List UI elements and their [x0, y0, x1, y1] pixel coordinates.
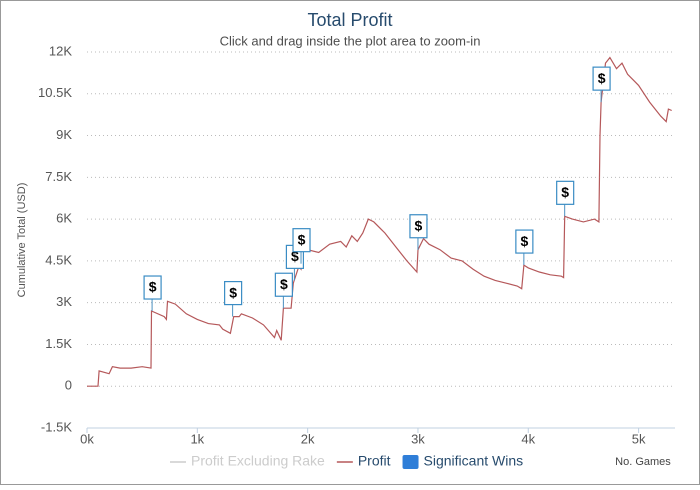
legend-label[interactable]: Profit Excluding Rake	[191, 453, 325, 469]
x-tick-label: 3k	[411, 431, 425, 446]
y-tick-label: 4.5K	[45, 252, 72, 267]
flag-text: $	[598, 70, 606, 86]
flag-box	[592, 66, 611, 91]
x-tick-label: 4k	[521, 431, 535, 446]
flag: $	[515, 229, 534, 266]
y-tick-label: 0	[65, 378, 72, 393]
flag-text: $	[229, 284, 237, 300]
flag: $	[592, 66, 611, 103]
flag-box	[556, 180, 575, 205]
flag-text: $	[298, 231, 306, 247]
flag-box	[515, 229, 534, 254]
x-tick-label: 0k	[80, 431, 94, 446]
flag: $	[556, 180, 575, 217]
flag-text: $	[520, 233, 528, 249]
y-axis-label: Cumulative Total (USD)	[16, 183, 28, 298]
legend-label[interactable]: Profit	[358, 453, 391, 469]
legend-swatch	[402, 455, 419, 469]
x-axis-label: No. Games	[615, 456, 671, 468]
flag-box	[292, 228, 311, 253]
flag-box	[274, 272, 293, 297]
y-tick-label: -1.5K	[41, 419, 72, 434]
y-tick-label: 7.5K	[45, 169, 72, 184]
x-tick-label: 5k	[632, 431, 646, 446]
flag-box	[143, 275, 162, 300]
flag-text: $	[291, 248, 299, 264]
flag-text: $	[561, 184, 569, 200]
flag: $	[143, 275, 162, 312]
flag: $	[274, 272, 293, 309]
chart-title: Total Profit	[307, 10, 392, 30]
y-tick-label: 3K	[56, 294, 72, 309]
flag: $	[409, 214, 428, 250]
flag-box	[409, 214, 428, 239]
flag-text: $	[149, 279, 157, 295]
y-tick-label: 6K	[56, 211, 72, 226]
y-tick-label: 9K	[56, 127, 72, 142]
chart-subtitle: Click and drag inside the plot area to z…	[220, 33, 481, 48]
y-tick-label: 1.5K	[45, 336, 72, 351]
x-tick-label: 1k	[190, 431, 204, 446]
flag: $	[224, 280, 243, 317]
flag: $	[292, 228, 311, 264]
flag-box	[224, 280, 243, 306]
profit-line	[87, 56, 672, 387]
flag-text: $	[415, 217, 423, 233]
y-tick-label: 12K	[49, 43, 72, 58]
legend-label[interactable]: Significant Wins	[424, 453, 524, 469]
y-tick-label: 10.5K	[38, 85, 72, 100]
flag-text: $	[280, 276, 288, 292]
x-tick-label: 2k	[301, 431, 315, 446]
